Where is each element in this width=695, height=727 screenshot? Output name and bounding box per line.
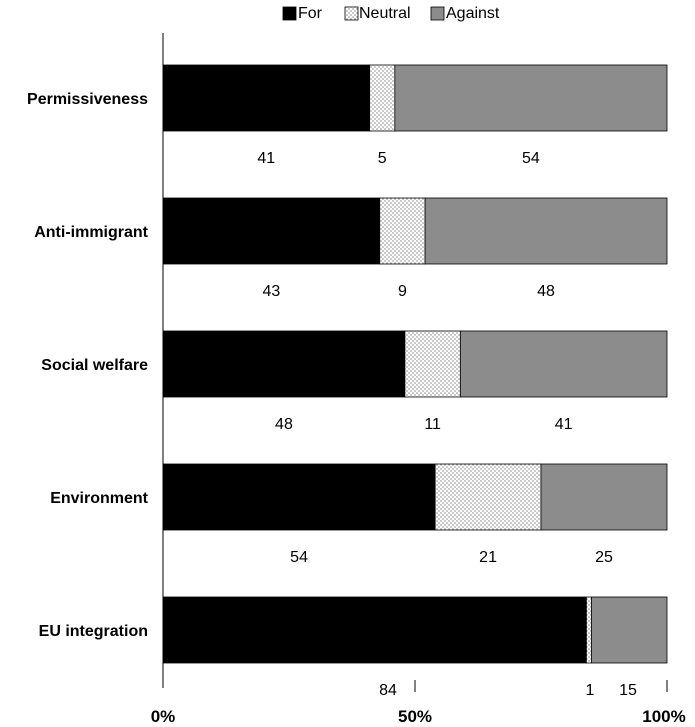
value-label-environment-for: 54 <box>290 549 308 566</box>
category-label-environment: Environment <box>50 490 148 507</box>
value-label-anti-immigrant-for: 43 <box>262 283 280 300</box>
legend-label-for: For <box>298 5 323 22</box>
bar-anti-immigrant-against <box>424 197 668 265</box>
legend-label-against: Against <box>446 5 500 22</box>
value-label-eu-integration-against: 15 <box>619 682 637 699</box>
bars <box>162 64 668 664</box>
legend-swatch-for <box>282 6 297 21</box>
bar-social-welfare-neutral <box>404 330 461 398</box>
value-label-permissiveness-against: 54 <box>522 150 540 167</box>
category-label-anti-immigrant: Anti-immigrant <box>34 224 148 241</box>
value-label-permissiveness-for: 41 <box>257 150 275 167</box>
bar-eu-integration-against <box>591 596 668 664</box>
category-label-permissiveness: Permissiveness <box>27 91 148 108</box>
bar-anti-immigrant-neutral <box>379 197 426 265</box>
bar-eu-integration-neutral <box>585 596 592 664</box>
value-label-anti-immigrant-against: 48 <box>537 283 555 300</box>
value-label-social-welfare-against: 41 <box>555 416 573 433</box>
value-label-social-welfare-for: 48 <box>275 416 293 433</box>
bar-permissiveness-against <box>394 64 668 132</box>
value-label-environment-neutral: 21 <box>479 549 497 566</box>
value-label-social-welfare-neutral: 11 <box>424 416 441 433</box>
value-label-permissiveness-neutral: 5 <box>378 150 387 167</box>
bar-eu-integration-for <box>162 596 587 664</box>
legend: For Neutral Against <box>282 5 500 22</box>
bar-anti-immigrant-for <box>162 197 381 265</box>
value-label-environment-against: 25 <box>595 549 613 566</box>
category-label-eu-integration: EU integration <box>39 623 148 640</box>
x-tick-label-100: 100% <box>642 707 685 726</box>
bar-social-welfare-against <box>459 330 668 398</box>
value-label-eu-integration-neutral: 1 <box>586 682 595 699</box>
bar-social-welfare-for <box>162 330 406 398</box>
bar-environment-neutral <box>434 463 542 531</box>
x-tick-label-0: 0% <box>151 707 176 726</box>
bar-environment-for <box>162 463 436 531</box>
legend-swatch-neutral <box>344 6 359 21</box>
value-label-eu-integration-for: 84 <box>379 682 397 699</box>
bar-permissiveness-neutral <box>369 64 396 132</box>
legend-label-neutral: Neutral <box>359 5 411 22</box>
bar-permissiveness-for <box>162 64 371 132</box>
bar-environment-against <box>540 463 668 531</box>
x-tick-label-50: 50% <box>398 707 432 726</box>
category-label-social-welfare: Social welfare <box>41 357 148 374</box>
value-label-anti-immigrant-neutral: 9 <box>398 283 407 300</box>
labels: Permissiveness 41 5 54 Anti-immigrant 43 9 48 So… <box>27 91 637 699</box>
legend-swatch-against <box>430 6 445 21</box>
